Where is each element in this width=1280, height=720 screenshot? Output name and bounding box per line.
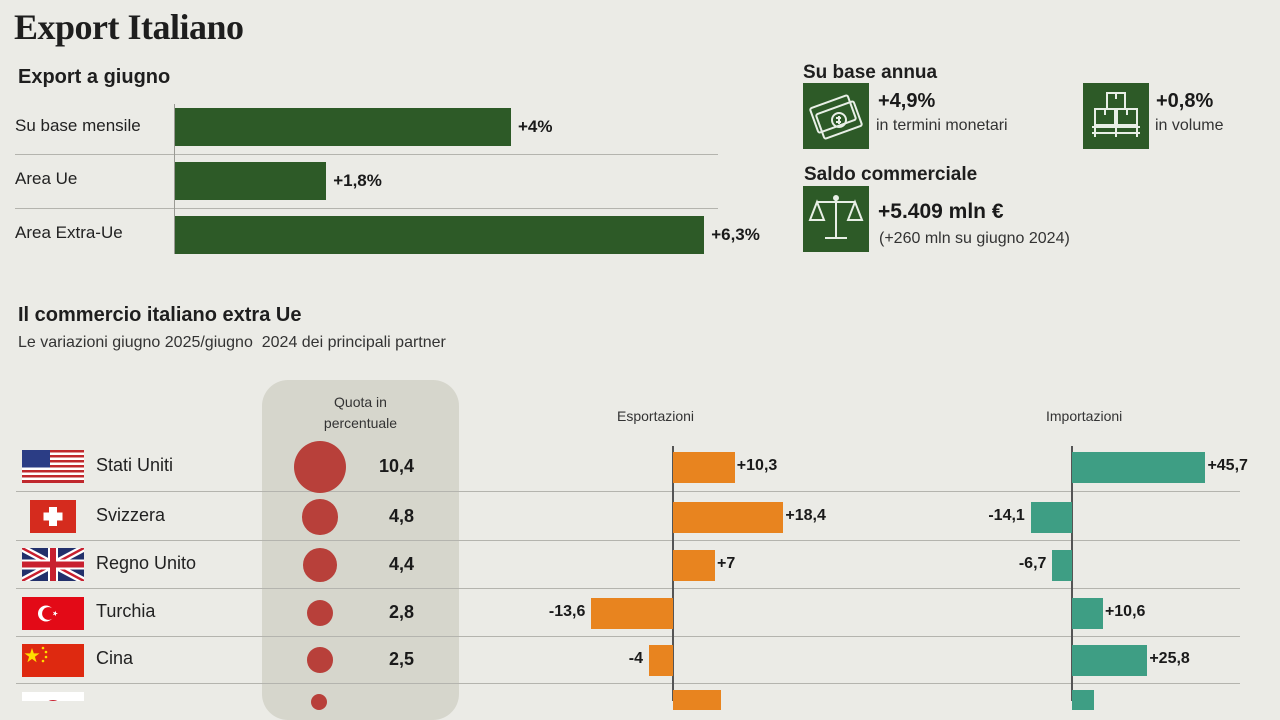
country-name: Svizzera bbox=[96, 505, 166, 525]
import-variation-bar bbox=[1072, 597, 1103, 629]
extra-ue-heading: Il commercio italiano extra Ue bbox=[18, 304, 302, 326]
volume-desc: in volume bbox=[1155, 117, 1224, 134]
flag-switzerland-icon bbox=[22, 500, 84, 533]
export-variation-label: -4 bbox=[628, 650, 643, 667]
quota-value: 2,8 bbox=[388, 602, 414, 622]
quota-header-line1: Quota in bbox=[334, 394, 387, 410]
import-variation-bar bbox=[1030, 501, 1072, 533]
quota-value: 4,4 bbox=[388, 554, 414, 574]
export-variation-bar bbox=[591, 597, 673, 629]
country-name: Stati Uniti bbox=[96, 455, 174, 475]
row-divider bbox=[15, 154, 718, 155]
country-name: Regno Unito bbox=[96, 553, 197, 573]
quota-dot bbox=[303, 548, 337, 582]
row-divider bbox=[16, 683, 1240, 684]
flag-uk-icon bbox=[22, 548, 84, 581]
export-variation-bar bbox=[673, 501, 784, 533]
export-variation-label: -13,6 bbox=[548, 603, 586, 620]
export-variation-bar bbox=[649, 644, 673, 676]
quota-column-background bbox=[262, 380, 459, 720]
quota-value: 4,8 bbox=[388, 506, 414, 526]
row-label-extra-ue: Area Extra-Ue bbox=[15, 223, 123, 242]
saldo-value: +5.409 mln € bbox=[878, 200, 1004, 223]
quota-value: 2,5 bbox=[388, 649, 414, 669]
export-bar-label: +1,8% bbox=[333, 171, 382, 190]
row-label-ue: Area Ue bbox=[15, 169, 78, 188]
country-name: Cina bbox=[96, 648, 134, 668]
base-annua-heading: Su base annua bbox=[803, 62, 938, 83]
export-variation-bar bbox=[673, 549, 715, 581]
quota-header: Quota in percentuale bbox=[262, 392, 459, 434]
quota-value: 10,4 bbox=[378, 456, 414, 476]
import-variation-label: +25,8 bbox=[1149, 650, 1190, 667]
row-divider bbox=[15, 208, 718, 209]
row-divider bbox=[16, 540, 1240, 541]
export-giugno-heading: Export a giugno bbox=[18, 66, 171, 88]
row-divider bbox=[16, 588, 1240, 589]
flag-japan-icon bbox=[22, 690, 84, 701]
export-bar bbox=[175, 108, 511, 146]
export-variation-bar bbox=[673, 451, 735, 483]
quota-dot bbox=[306, 599, 334, 627]
flag-china-icon bbox=[22, 644, 84, 677]
row-divider bbox=[16, 636, 1240, 637]
quota-dot bbox=[307, 647, 333, 673]
import-bar-partial bbox=[1072, 690, 1094, 710]
export-variation-label: +18,4 bbox=[785, 507, 826, 524]
import-variation-bar bbox=[1052, 549, 1072, 581]
page-title: Export Italiano bbox=[14, 7, 244, 47]
extra-ue-subheading: Le variazioni giugno 2025/giugno 2024 de… bbox=[18, 334, 446, 351]
export-bar-label: +4% bbox=[518, 117, 553, 136]
import-variation-bar bbox=[1072, 644, 1148, 676]
import-variation-label: +10,6 bbox=[1104, 603, 1146, 620]
quota-dot-partial bbox=[311, 694, 327, 710]
import-variation-label: -14,1 bbox=[988, 507, 1025, 524]
quota-dot bbox=[294, 441, 346, 493]
import-axis bbox=[1071, 446, 1073, 701]
volume-value: +0,8% bbox=[1156, 90, 1214, 112]
banknotes-icon bbox=[803, 83, 869, 149]
import-variation-label: -6,7 bbox=[1018, 555, 1047, 572]
balance-scale-icon bbox=[803, 186, 869, 252]
export-variation-label: +10,3 bbox=[736, 457, 778, 474]
saldo-desc: (+260 mln su giugno 2024) bbox=[879, 230, 1070, 247]
saldo-heading: Saldo commerciale bbox=[804, 164, 978, 185]
quota-header-line2: percentuale bbox=[323, 415, 398, 431]
export-variation-label: +7 bbox=[717, 555, 736, 572]
quota-dot bbox=[302, 499, 338, 535]
bars-baseline bbox=[174, 104, 175, 254]
flag-usa-icon bbox=[22, 450, 84, 483]
import-variation-bar bbox=[1072, 451, 1206, 483]
country-name: Turchia bbox=[96, 601, 156, 621]
export-header: Esportazioni bbox=[617, 408, 695, 424]
flag-turkey-icon bbox=[22, 597, 84, 630]
row-label-mensile: Su base mensile bbox=[15, 116, 141, 135]
pallet-boxes-icon bbox=[1083, 83, 1149, 149]
export-bar bbox=[175, 162, 327, 200]
monetari-desc: in termini monetari bbox=[876, 117, 1008, 134]
row-divider bbox=[16, 491, 1240, 492]
import-variation-label: +45,7 bbox=[1207, 457, 1248, 474]
monetari-value: +4,9% bbox=[878, 90, 936, 112]
export-bar bbox=[175, 216, 705, 254]
export-bar-partial bbox=[673, 690, 721, 710]
import-header: Importazioni bbox=[1046, 408, 1123, 424]
export-bar-label: +6,3% bbox=[711, 225, 760, 244]
